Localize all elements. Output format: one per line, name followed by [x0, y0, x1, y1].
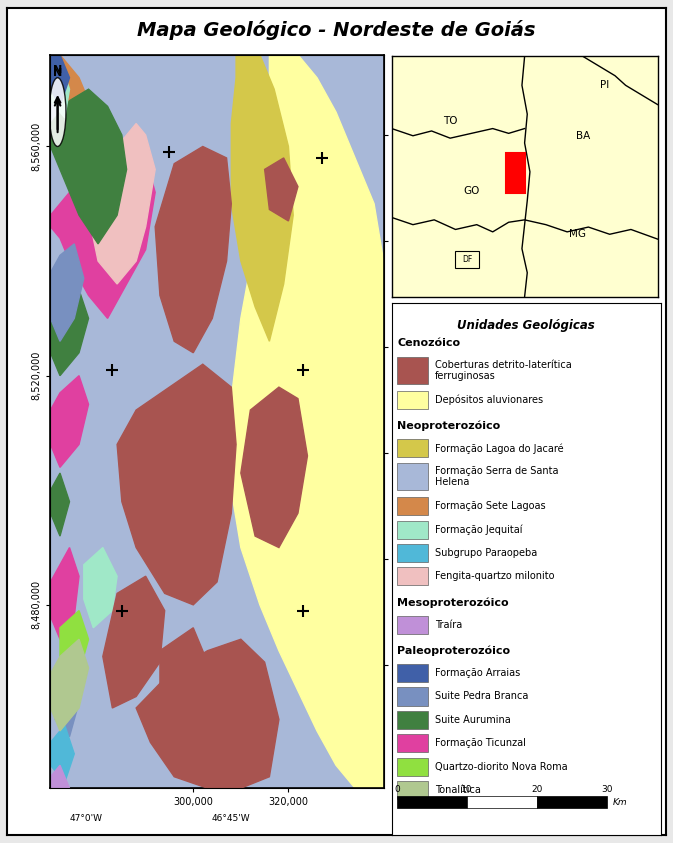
Text: 0: 0: [394, 785, 400, 793]
Polygon shape: [60, 610, 89, 674]
Bar: [537, 797, 607, 808]
Polygon shape: [83, 548, 117, 628]
Text: Suite Aurumina: Suite Aurumina: [435, 715, 511, 725]
Polygon shape: [160, 628, 212, 760]
Polygon shape: [232, 55, 384, 788]
Polygon shape: [50, 147, 155, 319]
Bar: [506, 153, 524, 193]
Bar: [397, 544, 428, 562]
Text: Mesoproterozóico: Mesoproterozóico: [397, 597, 509, 608]
Text: GO: GO: [463, 186, 480, 196]
Bar: [397, 687, 428, 706]
Bar: [397, 357, 428, 384]
Bar: [397, 521, 428, 539]
Bar: [397, 439, 428, 458]
Polygon shape: [136, 639, 279, 788]
Text: DF: DF: [462, 255, 472, 264]
Bar: [397, 711, 428, 729]
Bar: [397, 781, 428, 799]
Polygon shape: [50, 55, 69, 106]
Text: Quartzo-diorito Nova Roma: Quartzo-diorito Nova Roma: [435, 761, 567, 771]
Text: N: N: [53, 65, 62, 75]
Text: PI: PI: [600, 80, 609, 90]
Text: Cenozóico: Cenozóico: [397, 338, 460, 348]
Bar: [397, 497, 428, 515]
Polygon shape: [55, 674, 79, 737]
Text: 46°45'W: 46°45'W: [212, 814, 250, 823]
Text: Traíra: Traíra: [435, 620, 462, 630]
Text: Formação Jequitaí: Formação Jequitaí: [435, 524, 522, 535]
Text: Coberturas detrito-laterítica
ferruginosas: Coberturas detrito-laterítica ferruginos…: [435, 360, 571, 380]
Polygon shape: [89, 124, 155, 284]
Text: Formação Sete Lagoas: Formação Sete Lagoas: [435, 502, 545, 512]
Text: MG: MG: [569, 229, 586, 239]
Text: Formação Arraias: Formação Arraias: [435, 668, 520, 678]
Bar: [397, 463, 428, 490]
Text: Formação Lagoa do Jacaré: Formação Lagoa do Jacaré: [435, 443, 563, 454]
Polygon shape: [155, 147, 232, 352]
Polygon shape: [50, 55, 384, 788]
Polygon shape: [103, 577, 165, 708]
Text: Depósitos aluvionares: Depósitos aluvionares: [435, 395, 543, 405]
Polygon shape: [50, 61, 69, 118]
Text: Paleoproterozóico: Paleoproterozóico: [397, 646, 510, 656]
Polygon shape: [232, 55, 293, 341]
Polygon shape: [50, 244, 83, 341]
Bar: [456, 251, 479, 268]
Text: Mapa Geológico - Nordeste de Goiás: Mapa Geológico - Nordeste de Goiás: [137, 19, 536, 40]
Polygon shape: [264, 158, 298, 221]
Bar: [397, 797, 467, 808]
Bar: [397, 734, 428, 752]
Text: Neoproterozóico: Neoproterozóico: [397, 421, 500, 432]
Text: Km: Km: [612, 797, 627, 807]
Text: Unidades Geológicas: Unidades Geológicas: [458, 319, 595, 332]
Text: Subgrupo Paraopeba: Subgrupo Paraopeba: [435, 548, 537, 558]
Bar: [397, 758, 428, 776]
Text: BA: BA: [576, 131, 590, 141]
Text: Formação Serra de Santa
Helena: Formação Serra de Santa Helena: [435, 466, 559, 486]
Bar: [397, 567, 428, 586]
Polygon shape: [50, 473, 69, 536]
Bar: [397, 664, 428, 682]
Text: TO: TO: [443, 116, 458, 126]
Text: 47°0'W: 47°0'W: [70, 814, 103, 823]
Polygon shape: [241, 387, 308, 548]
Polygon shape: [50, 725, 74, 782]
Text: N: N: [53, 67, 62, 78]
Text: Tonalítica: Tonalítica: [435, 785, 481, 795]
Text: 10: 10: [461, 785, 473, 793]
Text: 30: 30: [601, 785, 613, 793]
Polygon shape: [50, 639, 89, 731]
Text: Suite Pedra Branca: Suite Pedra Branca: [435, 691, 528, 701]
Text: 20: 20: [532, 785, 542, 793]
Text: Formação Ticunzal: Formação Ticunzal: [435, 738, 526, 749]
Bar: [397, 391, 428, 409]
Polygon shape: [50, 55, 117, 238]
Ellipse shape: [49, 78, 66, 147]
Polygon shape: [50, 290, 89, 376]
Text: Fengita-quartzo milonito: Fengita-quartzo milonito: [435, 572, 555, 582]
Polygon shape: [117, 364, 236, 605]
Polygon shape: [50, 376, 89, 467]
Polygon shape: [50, 548, 79, 639]
Bar: [397, 615, 428, 634]
Polygon shape: [50, 765, 69, 788]
Bar: [467, 797, 537, 808]
Polygon shape: [50, 89, 127, 244]
Polygon shape: [184, 153, 222, 227]
